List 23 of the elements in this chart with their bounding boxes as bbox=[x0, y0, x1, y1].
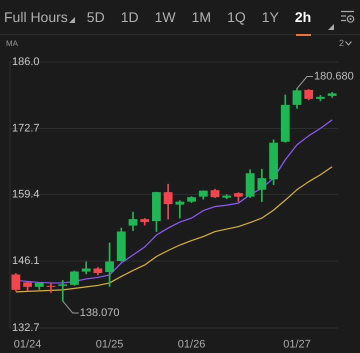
text: 1Q bbox=[227, 9, 246, 25]
text: 1M bbox=[192, 9, 212, 25]
y-tick-label: 172.7 bbox=[12, 122, 40, 134]
text: 5D bbox=[86, 9, 105, 25]
x-tick-label: 01/25 bbox=[96, 338, 124, 350]
y-tick-label: 186.0 bbox=[12, 56, 40, 68]
text: 2 bbox=[338, 38, 345, 48]
y-tick-label: 146.1 bbox=[12, 255, 40, 268]
y-tick-label: 132.7 bbox=[12, 322, 40, 334]
text: MA bbox=[6, 38, 18, 48]
candlestick bbox=[46, 282, 56, 293]
text: 1D bbox=[120, 9, 139, 25]
text: 1Y bbox=[262, 9, 279, 25]
text: 2h bbox=[294, 9, 312, 25]
candlestick bbox=[105, 242, 114, 287]
y-tick-label: 159.4 bbox=[12, 188, 40, 201]
text: 1W bbox=[154, 9, 176, 25]
annotation: 180.680 bbox=[314, 70, 354, 83]
x-tick-label: 01/27 bbox=[283, 338, 311, 350]
x-tick-label: 01/24 bbox=[14, 338, 42, 350]
text: Full Hours bbox=[4, 9, 68, 25]
annotation: 138.070 bbox=[80, 307, 120, 320]
x-tick-label: 01/26 bbox=[178, 338, 206, 350]
